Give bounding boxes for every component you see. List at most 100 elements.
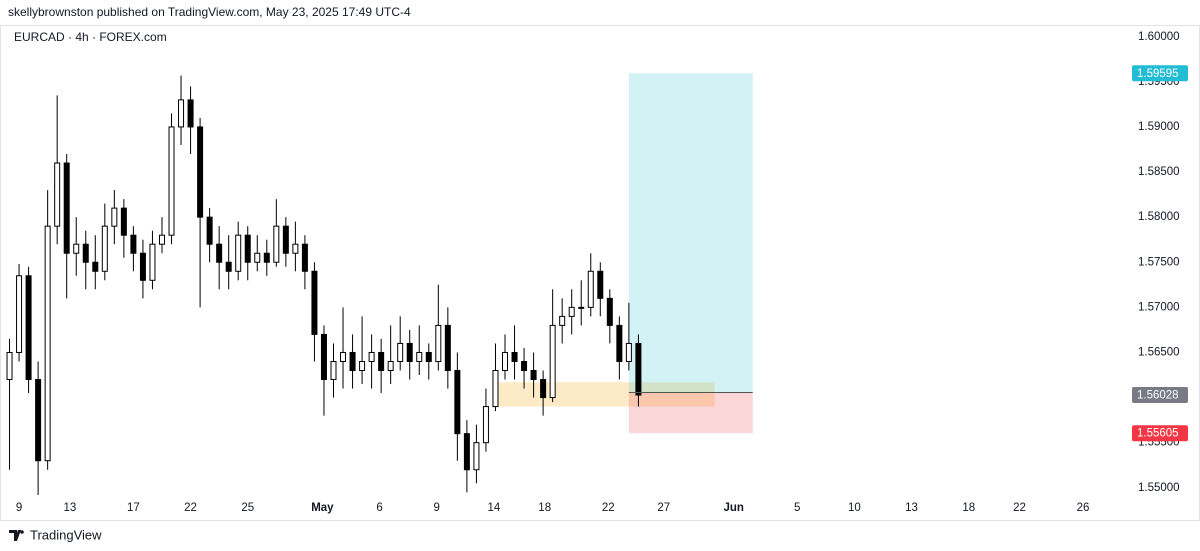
x-tick-label: 13 xyxy=(905,502,918,514)
candle-body xyxy=(111,207,118,227)
x-tick-label: May xyxy=(311,502,334,514)
target-area xyxy=(628,73,753,393)
candle-body xyxy=(320,333,327,381)
candle-body xyxy=(435,324,442,362)
candle-body xyxy=(197,126,204,218)
candle-body xyxy=(6,351,13,381)
candle-body xyxy=(368,351,375,362)
candle-body xyxy=(206,216,213,245)
y-tick-label: 1.57000 xyxy=(1138,301,1180,313)
candle-body xyxy=(406,342,413,362)
candle-body xyxy=(530,370,537,381)
x-tick-label: 10 xyxy=(848,502,861,514)
y-tick-label: 1.57500 xyxy=(1138,256,1180,268)
candle-body xyxy=(349,351,356,372)
x-tick-label: 18 xyxy=(962,502,975,514)
last-price-tag-bg xyxy=(1132,387,1188,404)
logo-icon xyxy=(9,530,21,541)
candle-body xyxy=(549,324,556,399)
x-tick-label: 22 xyxy=(602,502,615,514)
last-price-tag: 1.56028 xyxy=(1137,390,1179,402)
candle-body xyxy=(473,442,480,471)
candle-body xyxy=(311,270,318,335)
candle-body xyxy=(482,406,489,444)
y-tick-label: 1.58500 xyxy=(1138,166,1180,178)
candle-body xyxy=(235,234,242,272)
candle-body xyxy=(540,379,547,399)
candle-body xyxy=(63,162,70,254)
chart-title: EURCAD · 4h · FOREX.com xyxy=(14,30,167,44)
candle-body xyxy=(273,225,280,263)
x-tick-label: 27 xyxy=(657,502,670,514)
demand-zone xyxy=(492,382,715,407)
candle-body xyxy=(44,225,51,462)
candle-body xyxy=(425,351,432,362)
stop-tag-bg xyxy=(1132,425,1188,442)
candle-body xyxy=(120,207,127,236)
x-tick-label: 22 xyxy=(184,502,197,514)
candle-body xyxy=(73,243,80,254)
candle-body xyxy=(616,324,623,362)
candle-body xyxy=(568,306,575,317)
candle-body xyxy=(330,360,337,381)
x-tick-label: 9 xyxy=(16,502,22,514)
x-tick-label: 14 xyxy=(487,502,500,514)
candle-body xyxy=(463,433,470,471)
candle-body xyxy=(559,315,566,326)
y-tick-label: 1.56500 xyxy=(1138,346,1180,358)
brand: TradingView xyxy=(30,527,102,542)
candle-body xyxy=(578,306,585,309)
candle-body xyxy=(521,360,528,372)
candle-body xyxy=(101,225,108,272)
candle-body xyxy=(92,261,99,272)
x-tick-label: 22 xyxy=(1013,502,1026,514)
candle-body xyxy=(168,126,175,236)
candle-body xyxy=(454,370,461,435)
byline: skellybrownston published on TradingView… xyxy=(8,5,411,19)
x-tick-label: 13 xyxy=(63,502,76,514)
candle-body xyxy=(387,360,394,372)
candle-body xyxy=(397,342,404,362)
target-tag: 1.59595 xyxy=(1137,68,1179,80)
candle-body xyxy=(158,234,165,245)
x-tick-label: 5 xyxy=(794,502,800,514)
candle-body xyxy=(25,275,32,381)
x-tick-label: Jun xyxy=(723,502,743,514)
candle-body xyxy=(416,351,423,362)
candle-body xyxy=(587,270,594,308)
candle-body xyxy=(225,261,232,272)
candle-body xyxy=(340,351,347,362)
candle-body xyxy=(35,379,42,462)
candle-body xyxy=(149,243,156,281)
logo-dot xyxy=(20,530,24,534)
candle-body xyxy=(359,360,366,372)
candle-body xyxy=(492,370,499,408)
candle-body xyxy=(282,225,289,254)
candle-body xyxy=(244,234,251,263)
candle-body xyxy=(511,351,518,362)
x-tick-label: 26 xyxy=(1077,502,1090,514)
y-tick-label: 1.58000 xyxy=(1138,211,1180,223)
candle-body xyxy=(216,243,223,263)
candle-body xyxy=(502,351,509,372)
x-tick-label: 18 xyxy=(538,502,551,514)
candle-body xyxy=(625,342,632,362)
stop-tag: 1.55605 xyxy=(1137,428,1179,440)
x-tick-label: 9 xyxy=(434,502,440,514)
candle-body xyxy=(444,324,451,372)
candle-body xyxy=(187,99,194,128)
candle-body xyxy=(54,162,61,227)
candle-body xyxy=(378,351,385,372)
candle-body xyxy=(178,99,185,128)
candle-body xyxy=(597,270,604,299)
x-tick-label: 25 xyxy=(241,502,254,514)
candle-body xyxy=(263,252,270,263)
y-tick-label: 1.55000 xyxy=(1138,482,1180,494)
candle-body xyxy=(82,243,89,263)
footer-logo xyxy=(9,530,24,541)
candle-body xyxy=(254,252,261,263)
y-tick-label: 1.59000 xyxy=(1138,121,1180,133)
candle-body xyxy=(635,342,642,396)
